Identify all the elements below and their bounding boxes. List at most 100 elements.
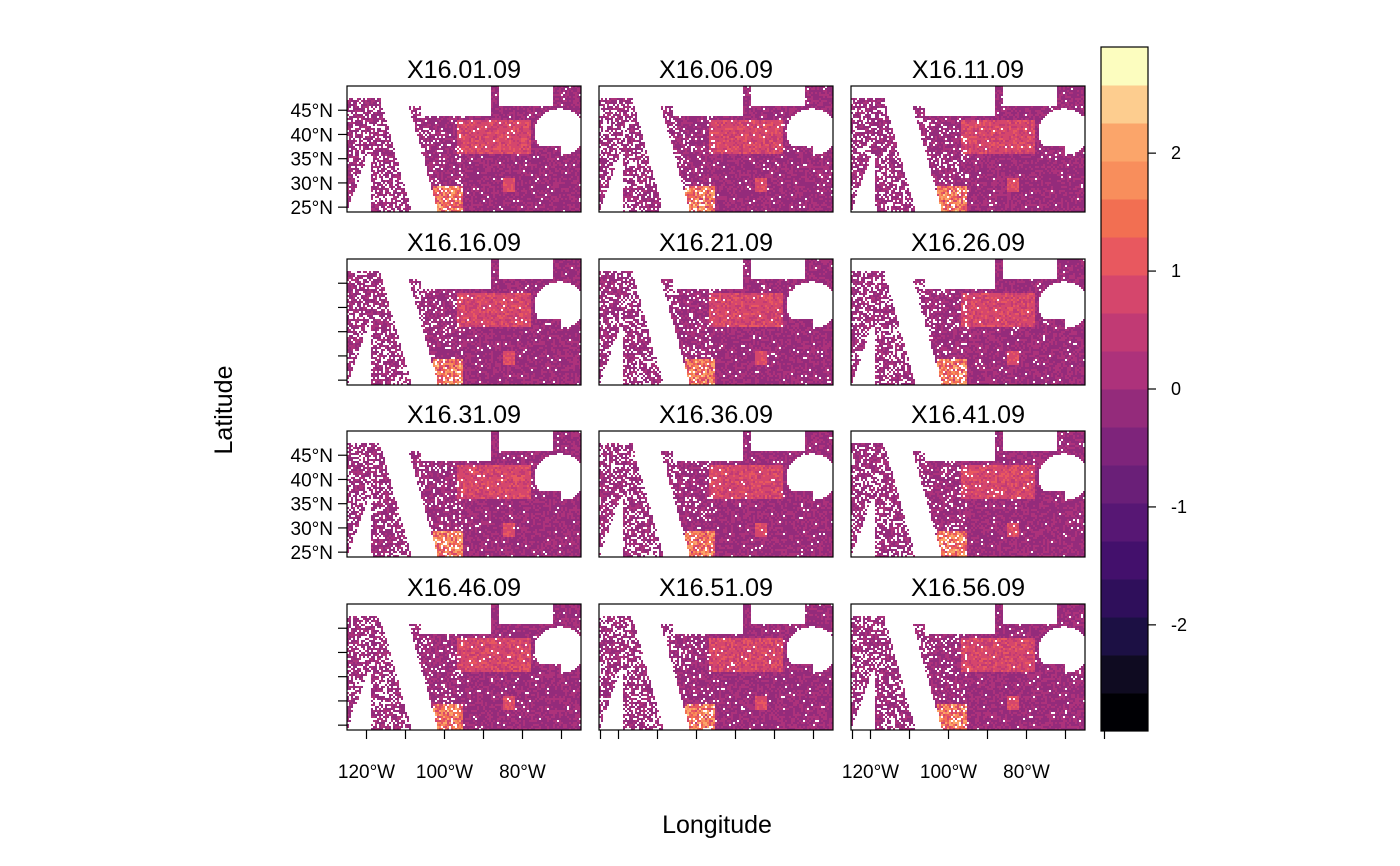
raster-cell (505, 106, 507, 108)
raster-cell (523, 130, 525, 132)
raster-cell (465, 130, 467, 132)
raster-cell (497, 138, 499, 140)
raster-cell (417, 128, 419, 130)
raster-cell (811, 88, 813, 90)
raster-cell (471, 130, 473, 132)
raster-cell (745, 90, 747, 92)
raster-cell (537, 176, 539, 178)
raster-cell (349, 146, 351, 148)
raster-cell (483, 166, 485, 168)
raster-cell (441, 142, 443, 144)
raster-cell (563, 88, 565, 90)
raster-cell (545, 156, 547, 158)
raster-cell (821, 104, 823, 106)
raster-cell (547, 202, 549, 204)
raster-cell (567, 160, 569, 162)
raster-cell (489, 188, 491, 190)
raster-cell (507, 168, 509, 170)
raster-cell (525, 162, 527, 164)
raster-cell (369, 118, 371, 120)
raster-cell (423, 122, 425, 124)
raster-cell (429, 162, 431, 164)
raster-cell (565, 160, 567, 162)
raster-cell (499, 196, 501, 198)
raster-cell (553, 186, 555, 188)
raster-cell (509, 126, 511, 128)
raster-cell (525, 166, 527, 168)
raster-cell (573, 166, 575, 168)
raster-cell (391, 160, 393, 162)
raster-cell (569, 94, 571, 96)
raster-cell (361, 122, 363, 124)
raster-cell (353, 140, 355, 142)
raster-cell (439, 138, 441, 140)
raster-cell (473, 168, 475, 170)
raster-cell (429, 120, 431, 122)
raster-cell (549, 202, 551, 204)
raster-cell (537, 110, 539, 112)
raster-cell (553, 100, 555, 102)
raster-cell (385, 174, 387, 176)
raster-cell (439, 140, 441, 142)
raster-cell (533, 134, 535, 136)
raster-cell (543, 192, 545, 194)
raster-cell (549, 186, 551, 188)
raster-cell (521, 108, 523, 110)
raster-cell (529, 206, 531, 208)
raster-cell (579, 98, 581, 100)
raster-cell (421, 136, 423, 138)
raster-cell (539, 210, 541, 212)
raster-cell (753, 108, 755, 110)
raster-cell (551, 164, 553, 166)
raster-cell (519, 116, 521, 118)
raster-cell (519, 146, 521, 148)
raster-cell (519, 120, 521, 122)
raster-cell (453, 182, 455, 184)
raster-cell (351, 100, 353, 102)
raster-cell (539, 110, 541, 112)
raster-cell (481, 146, 483, 148)
raster-cell (541, 206, 543, 208)
raster-cell (515, 160, 517, 162)
raster-cell (579, 192, 581, 194)
raster-cell (503, 140, 505, 142)
raster-cell (347, 102, 349, 104)
raster-cell (537, 116, 539, 118)
raster-cell (577, 206, 579, 208)
raster-cell (567, 198, 569, 200)
raster-cell (495, 122, 497, 124)
raster-cell (453, 158, 455, 160)
raster-cell (459, 142, 461, 144)
raster-cell (407, 208, 409, 210)
raster-cell (481, 152, 483, 154)
raster-cell (541, 160, 543, 162)
raster-cell (437, 154, 439, 156)
raster-cell (443, 188, 445, 190)
raster-cell (383, 180, 385, 182)
raster-cell (483, 124, 485, 126)
raster-cell (817, 88, 819, 90)
raster-cell (429, 160, 431, 162)
raster-cell (557, 150, 559, 152)
raster-cell (441, 180, 443, 182)
raster-cell (481, 134, 483, 136)
raster-cell (489, 130, 491, 132)
raster-cell (399, 172, 401, 174)
raster-cell (351, 152, 353, 154)
raster-cell (371, 206, 373, 208)
raster-cell (505, 158, 507, 160)
raster-cell (353, 102, 355, 104)
raster-cell (517, 120, 519, 122)
raster-cell (449, 158, 451, 160)
raster-cell (367, 128, 369, 130)
raster-cell (429, 158, 431, 160)
raster-cell (507, 204, 509, 206)
raster-cell (453, 172, 455, 174)
raster-cell (465, 134, 467, 136)
raster-cell (557, 86, 559, 88)
raster-cell (569, 180, 571, 182)
raster-cell (363, 158, 365, 160)
raster-cell (487, 132, 489, 134)
raster-cell (547, 170, 549, 172)
raster-cell (493, 186, 495, 188)
